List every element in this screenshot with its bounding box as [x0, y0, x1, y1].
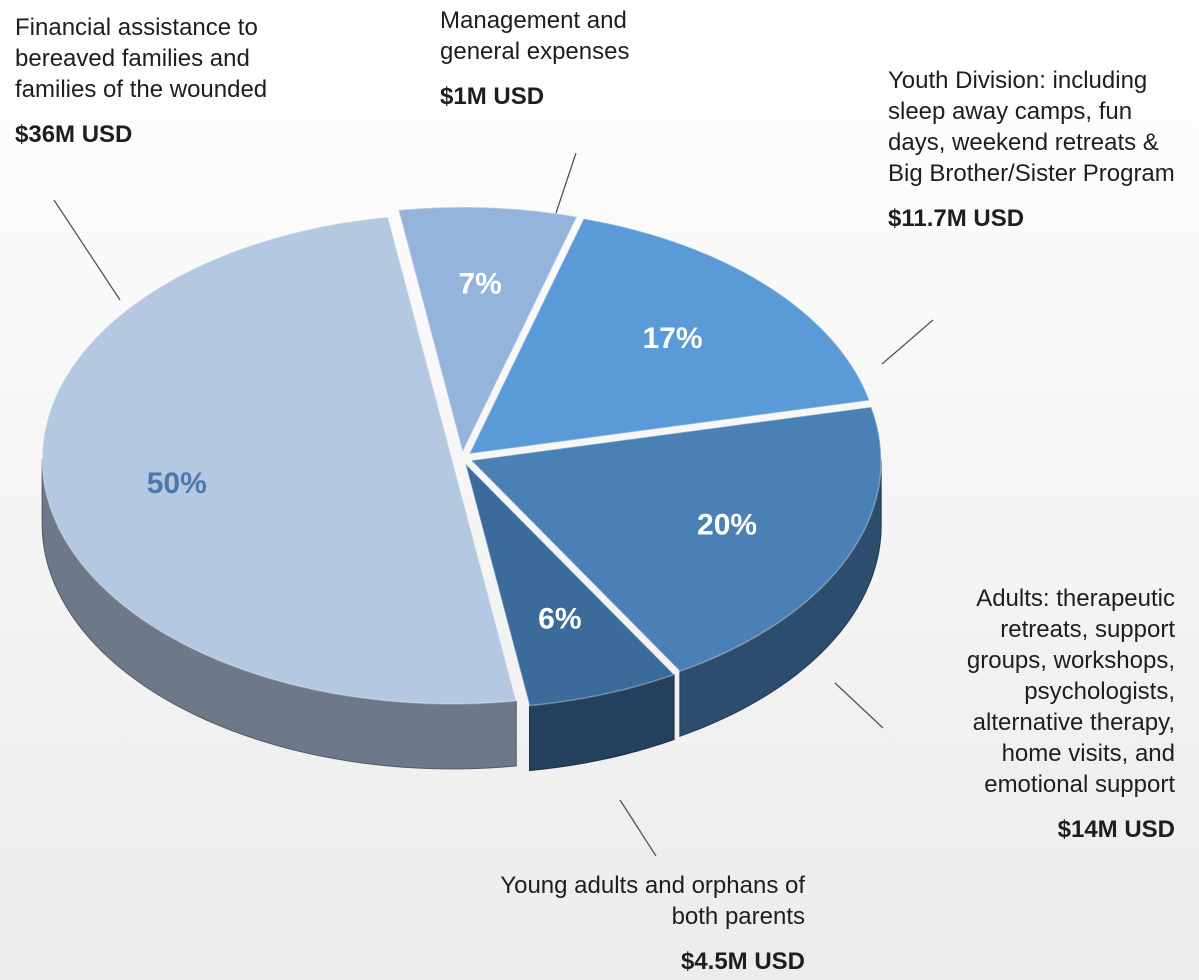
amount: $14M USD: [1057, 816, 1175, 843]
slice: [397, 206, 579, 455]
value-label: 50%: [147, 467, 207, 500]
slice: [41, 216, 518, 705]
leader-line: [53, 199, 121, 301]
leader-line: [619, 799, 657, 857]
slice-label: Financial assistance to bereaved familie…: [15, 12, 335, 150]
category: Management and general expenses: [440, 7, 630, 65]
slice-label: Young adults and orphans of both parents…: [465, 870, 805, 977]
amount: $1M USD: [440, 83, 545, 110]
slice-label: Youth Division: including sleep away cam…: [888, 65, 1193, 234]
slice-label: Adults: therapeutic retreats, support gr…: [915, 583, 1175, 845]
amount: $11.7M USD: [888, 205, 1025, 232]
value-label: 6%: [538, 602, 581, 635]
amount: $36M USD: [15, 121, 133, 148]
category: Youth Division: including sleep away cam…: [888, 67, 1175, 187]
category: Financial assistance to bereaved familie…: [15, 14, 268, 103]
value-label: 17%: [643, 322, 703, 355]
leader-line: [834, 682, 884, 729]
value-label: 7%: [458, 268, 501, 301]
category: Adults: therapeutic retreats, support gr…: [966, 585, 1175, 798]
slice-side: [41, 458, 517, 770]
value-label: 20%: [697, 508, 757, 541]
leader-line: [554, 152, 577, 217]
slice: [463, 461, 676, 707]
leader-line: [881, 319, 934, 365]
slice: [469, 406, 882, 673]
category: Young adults and orphans of both parents: [500, 872, 805, 930]
amount: $4.5M USD: [680, 948, 805, 975]
slice: [468, 217, 871, 455]
slice-label: Management and general expenses $1M USD: [440, 5, 690, 112]
slice-side: [679, 460, 882, 737]
